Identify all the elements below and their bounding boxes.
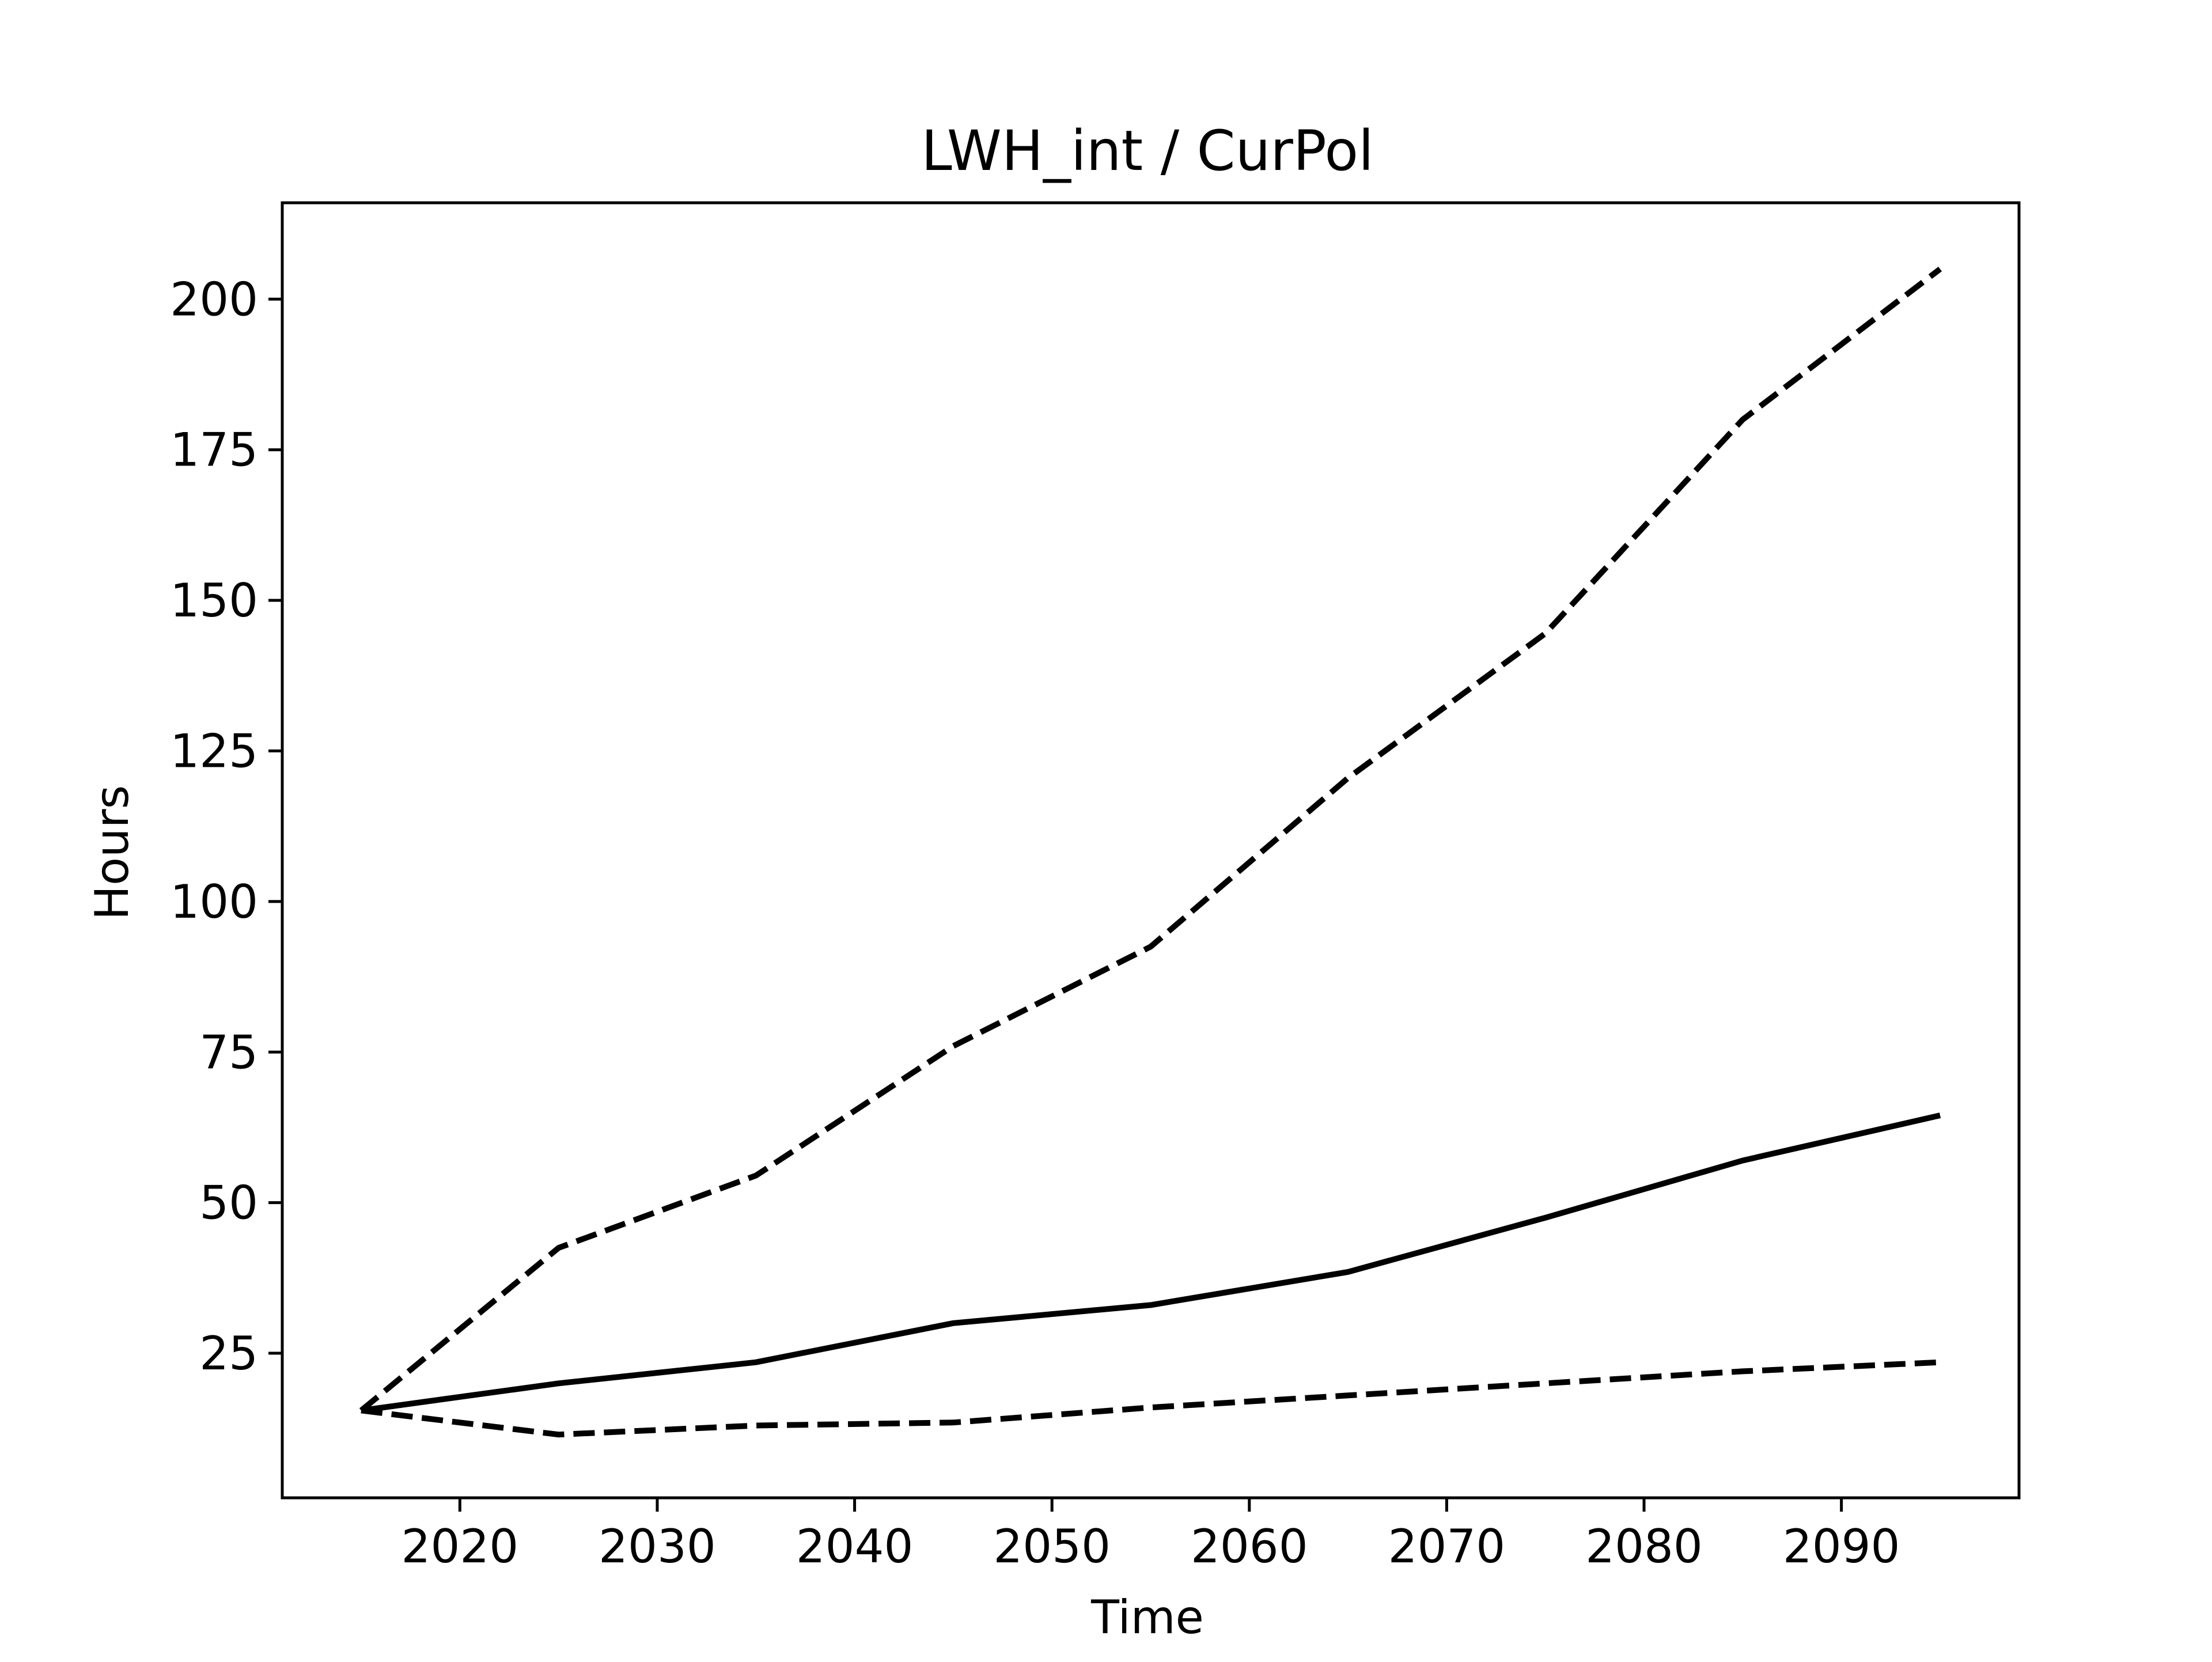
axes-frame (281, 201, 2021, 1500)
x-tick-label-2070: 2070 (1388, 1520, 1506, 1573)
y-axis-label: Hours (85, 785, 139, 920)
axes: 2020 2030 2040 2050 2060 2070 2080 2090 25 50 75 10… (170, 201, 2021, 1573)
y-tick-label-175: 175 (170, 423, 258, 477)
series-line-3 (361, 1359, 1941, 1438)
y-tick-label-25: 25 (199, 1327, 258, 1380)
x-tick-label-2020: 2020 (402, 1520, 519, 1573)
x-tick-label-2030: 2030 (599, 1520, 716, 1573)
x-axis-label: Time (1090, 1591, 1204, 1644)
series-line-1 (359, 267, 1942, 1413)
y-tick-label-125: 125 (170, 724, 258, 778)
chart-title: LWH_int / CurPol (921, 119, 1374, 183)
plot-area (359, 267, 1942, 1438)
y-tick-label-200: 200 (170, 272, 258, 326)
y-tick-label-100: 100 (170, 875, 258, 929)
series-line-2 (361, 1112, 1941, 1414)
y-tick-label-75: 75 (199, 1025, 258, 1079)
x-tick-label-2090: 2090 (1783, 1520, 1900, 1573)
x-tick-label-2060: 2060 (1191, 1520, 1308, 1573)
y-tick-label-150: 150 (170, 574, 258, 627)
x-tick-label-2080: 2080 (1585, 1520, 1703, 1573)
y-tick-label-50: 50 (199, 1176, 258, 1230)
x-tick-label-2050: 2050 (993, 1520, 1111, 1573)
x-tick-label-2040: 2040 (796, 1520, 914, 1573)
